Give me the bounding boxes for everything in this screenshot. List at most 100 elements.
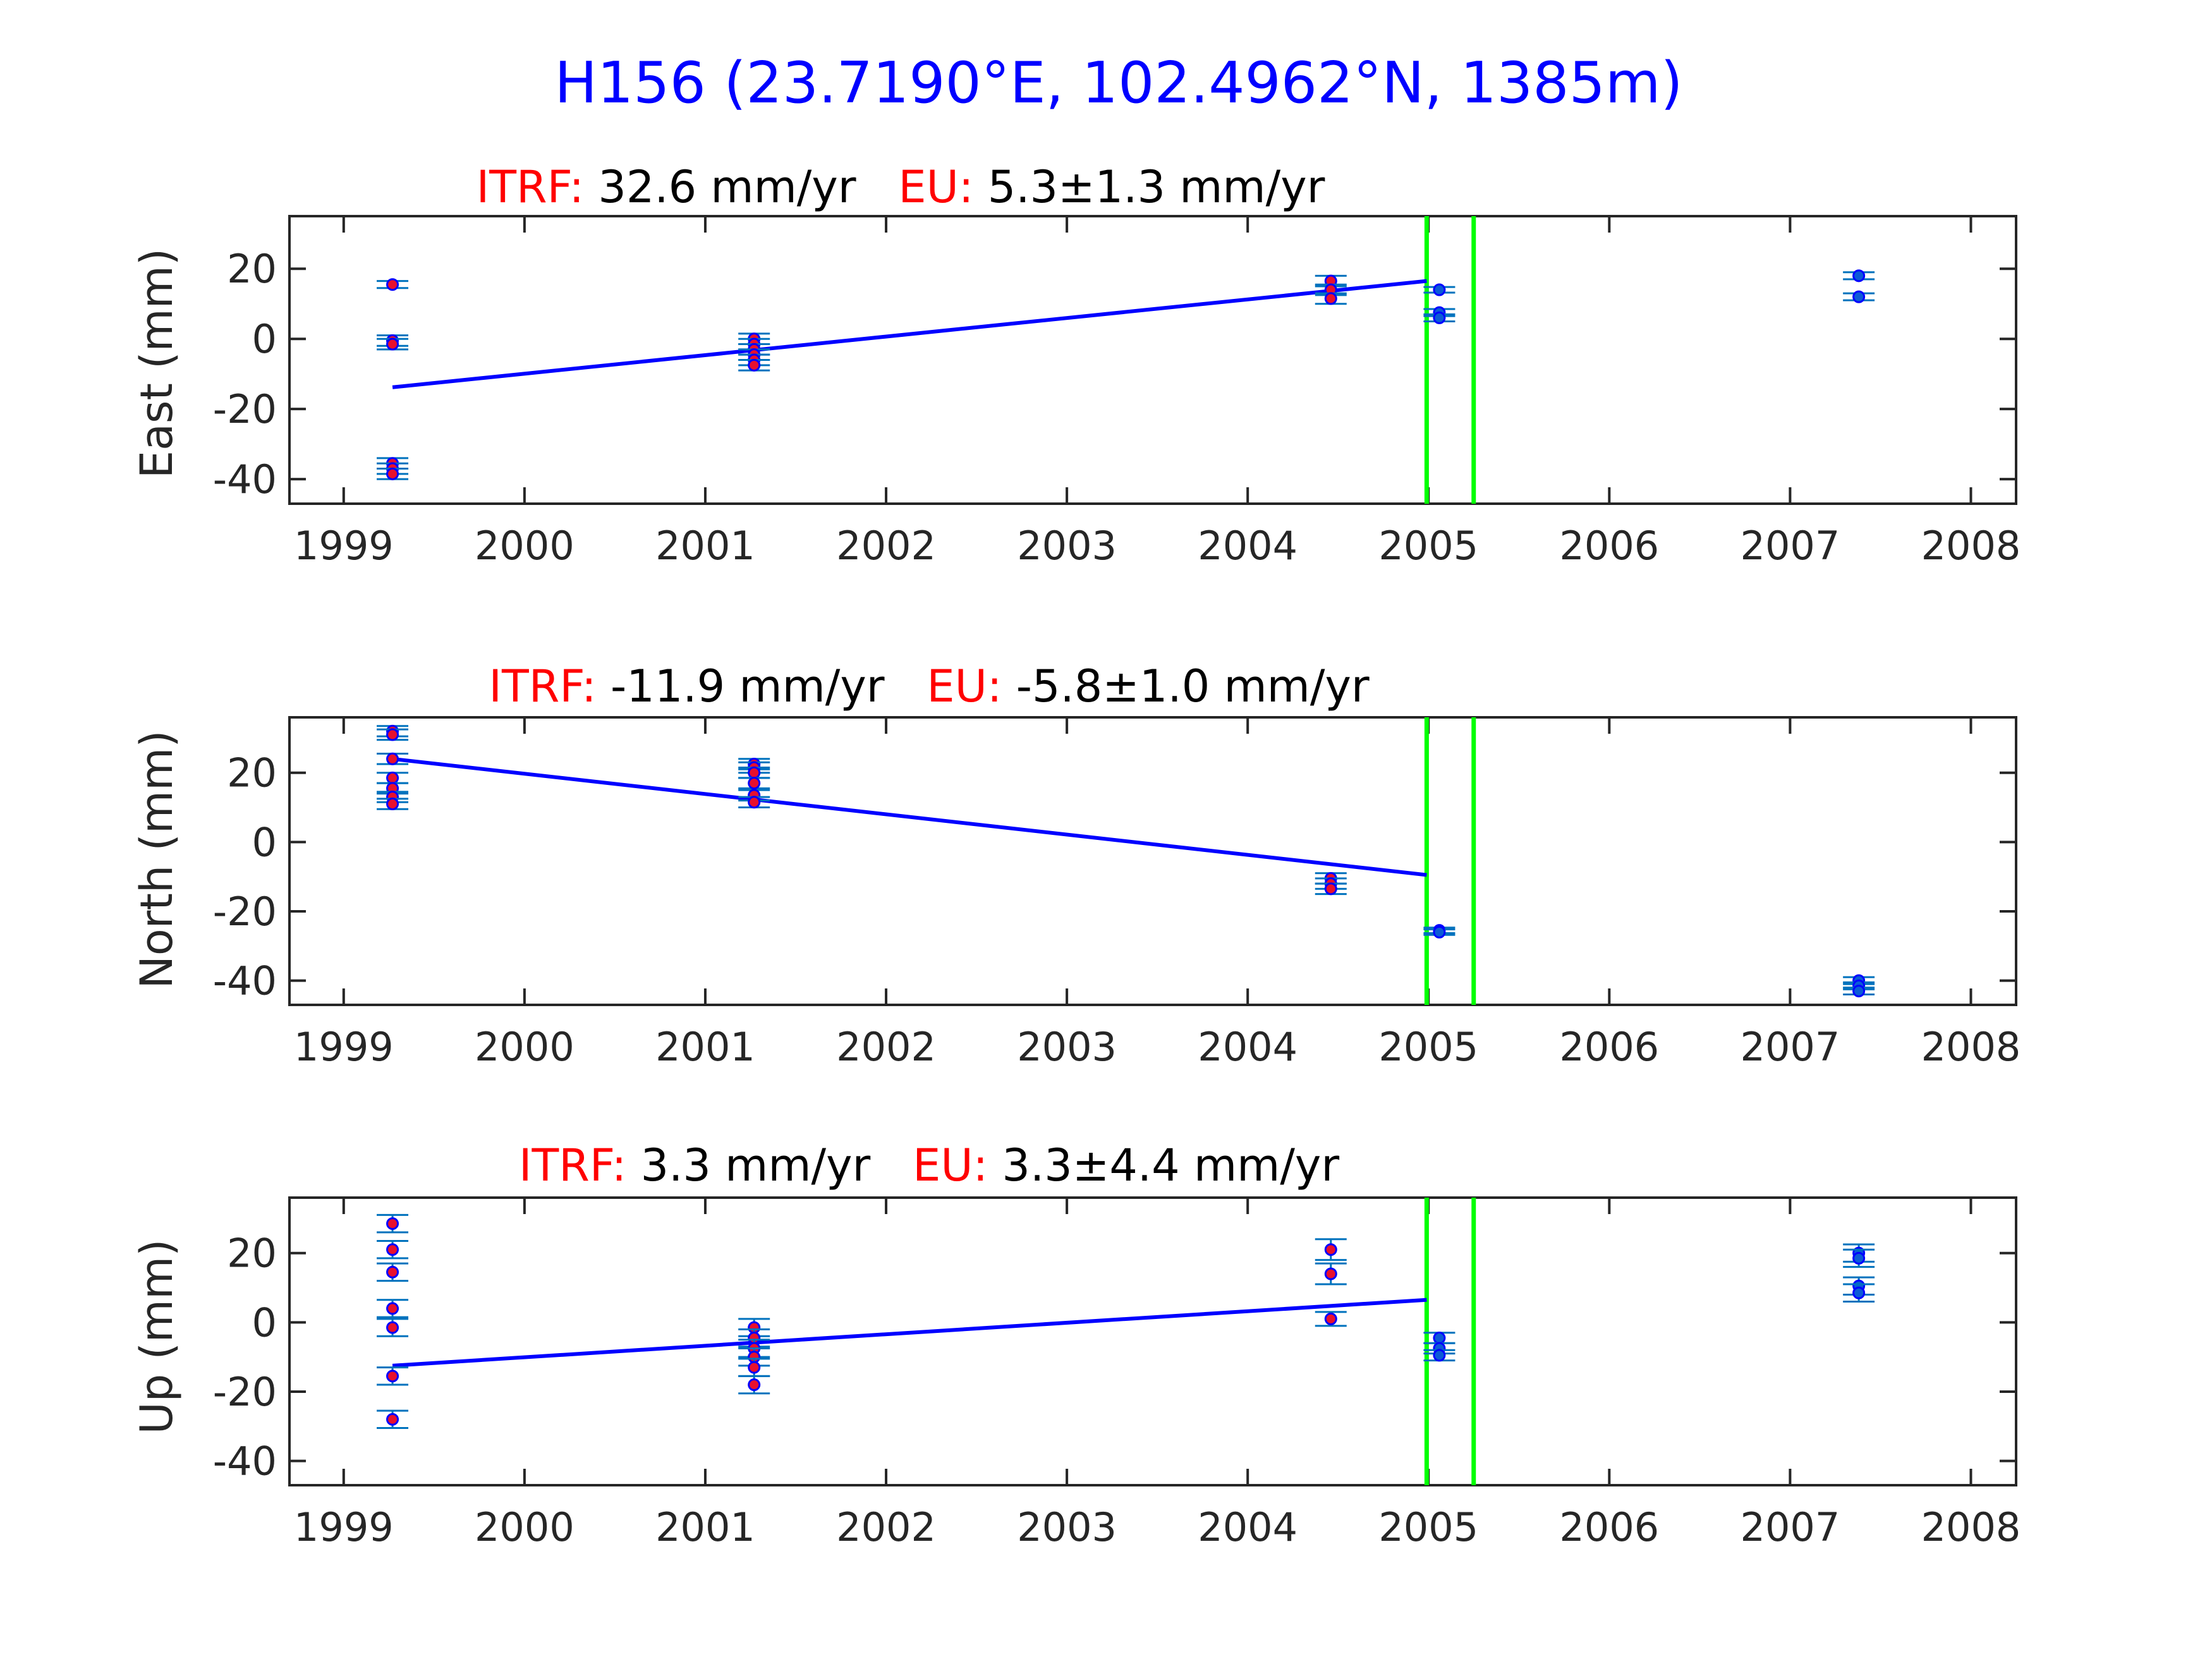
east-pre-event-point bbox=[386, 337, 399, 351]
north-eu-label: EU: bbox=[927, 660, 1002, 712]
east-post-event-point bbox=[1433, 283, 1446, 296]
up-x-tick-label: 2002 bbox=[836, 1504, 936, 1550]
up-pre-event-point bbox=[386, 1302, 399, 1315]
east-pre-event-point bbox=[386, 278, 399, 291]
east-x-tick-label: 2003 bbox=[1017, 523, 1117, 569]
north-fit-line bbox=[392, 757, 1427, 877]
east-x-tick-label: 2002 bbox=[836, 523, 936, 569]
east-eu-value: 5.3±1.3 mm/yr bbox=[988, 161, 1325, 213]
up-x-tick-label: 2008 bbox=[1921, 1504, 2021, 1550]
up-rate-title: ITRF: 3.3 mm/yr EU: 3.3±4.4 mm/yr bbox=[519, 1139, 1340, 1191]
east-x-tick-label: 2004 bbox=[1198, 523, 1297, 569]
north-itrf-value: -11.9 mm/yr bbox=[611, 660, 885, 712]
up-itrf-label: ITRF: bbox=[519, 1139, 626, 1191]
east-y-tick-label: 20 bbox=[227, 246, 277, 292]
figure-title: H156 (23.7190°E, 102.4962°N, 1385m) bbox=[554, 50, 1682, 116]
up-pre-event-point bbox=[748, 1378, 761, 1392]
up-x-tick-label: 2003 bbox=[1017, 1504, 1117, 1550]
east-post-event-point bbox=[1852, 290, 1866, 303]
north-pre-event-point bbox=[386, 771, 399, 784]
up-pre-event-point bbox=[386, 1413, 399, 1426]
north-x-tick-label: 2000 bbox=[475, 1024, 574, 1070]
up-x-tick-label: 2004 bbox=[1198, 1504, 1297, 1550]
up-x-tick-label: 2000 bbox=[475, 1504, 574, 1550]
north-axes-box bbox=[288, 716, 2017, 1006]
north-x-tick-label: 2001 bbox=[655, 1024, 755, 1070]
east-pre-event-point bbox=[386, 467, 399, 480]
up-x-tick-label: 2001 bbox=[655, 1504, 755, 1550]
up-plot-area: 1999 2000 2001 2002 2003 2004 2005 2006 2007 2008… bbox=[213, 1196, 2021, 1550]
north-eu-value: -5.8±1.0 mm/yr bbox=[1016, 660, 1370, 712]
up-panel: ITRF: 3.3 mm/yr EU: 3.3±4.4 mm/yr Up (mm… bbox=[131, 1139, 2021, 1550]
east-x-tick-label: 2000 bbox=[475, 523, 574, 569]
up-eu-value: 3.3±4.4 mm/yr bbox=[1002, 1139, 1339, 1191]
up-pre-event-point bbox=[386, 1265, 399, 1279]
north-x-tick-label: 2007 bbox=[1741, 1024, 1840, 1070]
north-plot-area: 1999 2000 2001 2002 2003 2004 2005 2006 2007 2008… bbox=[213, 716, 2021, 1070]
east-y-tick-label: 0 bbox=[252, 316, 277, 362]
up-y-tick-label: -40 bbox=[213, 1438, 277, 1485]
north-x-tick-label: 2005 bbox=[1378, 1024, 1478, 1070]
east-post-event-point bbox=[1433, 311, 1446, 324]
north-x-tick-label: 2004 bbox=[1198, 1024, 1297, 1070]
up-y-tick-label: 0 bbox=[252, 1299, 277, 1346]
up-y-axis-label: Up (mm) bbox=[131, 1239, 183, 1435]
up-x-tick-label: 2006 bbox=[1559, 1504, 1659, 1550]
north-rate-title: ITRF: -11.9 mm/yr EU: -5.8±1.0 mm/yr bbox=[489, 660, 1370, 712]
north-x-tick-label: 2003 bbox=[1017, 1024, 1117, 1070]
north-pre-event-point bbox=[748, 777, 761, 790]
east-itrf-label: ITRF: bbox=[477, 161, 584, 213]
north-pre-event-point bbox=[386, 798, 399, 811]
north-post-event-point bbox=[1852, 985, 1866, 998]
north-y-tick-label: -40 bbox=[213, 958, 277, 1004]
east-x-tick-label: 2008 bbox=[1921, 523, 2021, 569]
up-pre-event-point bbox=[748, 1361, 761, 1374]
east-pre-event-point bbox=[1324, 292, 1337, 305]
east-y-tick-label: -20 bbox=[213, 386, 277, 432]
north-y-tick-label: 0 bbox=[252, 819, 277, 865]
up-axes-box bbox=[288, 1196, 2017, 1486]
up-eu-label: EU: bbox=[913, 1139, 988, 1191]
up-y-tick-label: 20 bbox=[227, 1231, 277, 1277]
east-eu-label: EU: bbox=[898, 161, 973, 213]
east-x-tick-label: 1999 bbox=[294, 523, 394, 569]
up-post-event-point bbox=[1852, 1286, 1866, 1299]
up-pre-event-point bbox=[386, 1217, 399, 1231]
north-pre-event-point bbox=[1324, 882, 1337, 896]
up-pre-event-point bbox=[386, 1243, 399, 1256]
east-panel: ITRF: 32.6 mm/yr EU: 5.3±1.3 mm/yr East … bbox=[131, 161, 2021, 569]
east-x-tick-label: 2006 bbox=[1559, 523, 1659, 569]
north-pre-event-point bbox=[748, 766, 761, 779]
north-pre-event-point bbox=[386, 728, 399, 741]
east-axes-box bbox=[288, 215, 2017, 505]
up-post-event-point bbox=[1433, 1349, 1446, 1362]
north-itrf-label: ITRF: bbox=[489, 660, 596, 712]
north-post-event-point bbox=[1433, 925, 1446, 939]
east-post-event-point bbox=[1852, 269, 1866, 283]
north-y-axis-label: North (mm) bbox=[131, 730, 183, 988]
north-pre-event-point bbox=[386, 752, 399, 765]
east-rate-title: ITRF: 32.6 mm/yr EU: 5.3±1.3 mm/yr bbox=[477, 161, 1325, 213]
up-x-tick-label: 2005 bbox=[1378, 1504, 1478, 1550]
east-pre-event-point bbox=[748, 358, 761, 372]
north-x-tick-label: 1999 bbox=[294, 1024, 394, 1070]
north-pre-event-point bbox=[748, 796, 761, 809]
up-x-tick-label: 2007 bbox=[1741, 1504, 1840, 1550]
east-x-tick-label: 2007 bbox=[1741, 523, 1840, 569]
east-y-axis-label: East (mm) bbox=[131, 248, 183, 478]
up-pre-event-point bbox=[386, 1321, 399, 1334]
north-x-tick-label: 2006 bbox=[1559, 1024, 1659, 1070]
up-x-tick-label: 1999 bbox=[294, 1504, 394, 1550]
up-pre-event-point bbox=[1324, 1243, 1337, 1256]
up-fit-line bbox=[392, 1297, 1427, 1368]
east-x-tick-label: 2001 bbox=[655, 523, 755, 569]
up-pre-event-point bbox=[1324, 1267, 1337, 1280]
north-panel: ITRF: -11.9 mm/yr EU: -5.8±1.0 mm/yr Nor… bbox=[131, 660, 2021, 1070]
up-y-tick-label: -20 bbox=[213, 1369, 277, 1415]
up-pre-event-point bbox=[1324, 1312, 1337, 1325]
north-y-tick-label: 20 bbox=[227, 750, 277, 796]
north-y-tick-label: -20 bbox=[213, 889, 277, 935]
east-x-tick-label: 2005 bbox=[1378, 523, 1478, 569]
north-x-tick-label: 2002 bbox=[836, 1024, 936, 1070]
